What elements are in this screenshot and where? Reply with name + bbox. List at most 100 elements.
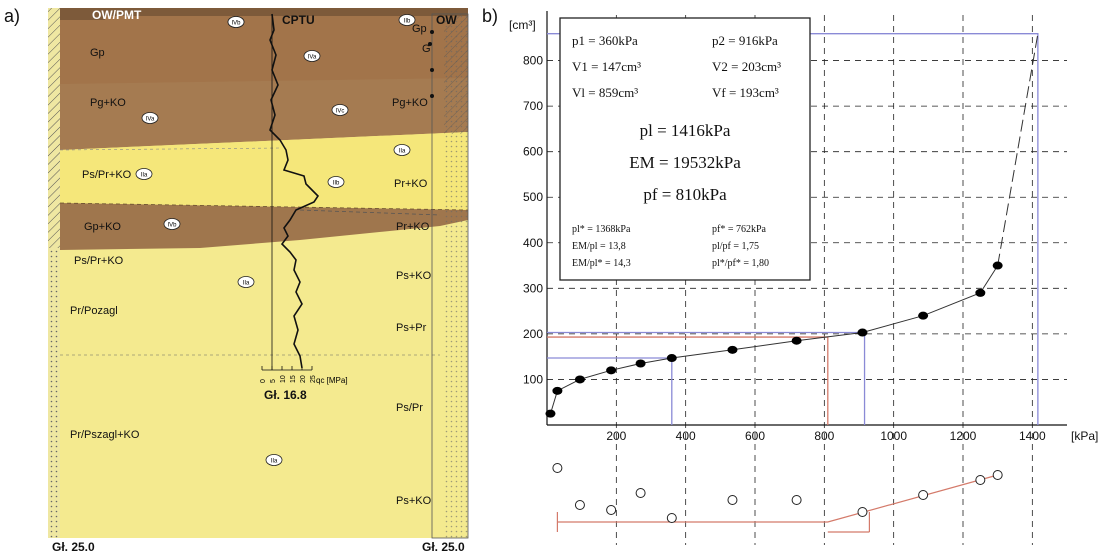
data-point [992,261,1003,270]
creep-data-point [727,495,738,505]
result-value: p1 = 360kPa [572,33,638,48]
y-tick-label: 200 [523,327,543,341]
derived-value: EM/pl = 13,8 [572,241,626,252]
creep-data-point [606,505,617,515]
cptu-scale: 0 5 10 15 20 25 qc [MPa] [260,366,348,385]
data-point [727,345,738,354]
bubble-shape [265,454,283,466]
data-point [574,375,585,384]
log-dot-marker [430,68,434,72]
right-layer-label: Ps/Pr [396,402,423,414]
derived-value: pl*/pf* = 1,80 [712,258,769,269]
right-layer-label: Ps+KO [396,495,432,507]
creep-data-point [574,500,585,510]
bubble-text: IVb [231,21,241,27]
derived-value: EM/pl* = 14,3 [572,258,631,269]
cptu-depth-label: Gł. 16.8 [264,388,307,402]
x-tick-label: 600 [745,429,765,443]
soil-class-bubble: IVc [331,104,349,116]
bottom-left-depth: Gł. 25.0 [52,540,95,554]
header-bg [60,8,105,20]
log-dot-marker [430,30,434,34]
pressuremeter-curve-chart: 200 400 600 800 1000 1200 1400 100 200 300 400 500 6… [509,11,1098,545]
bubble-shape [163,218,181,230]
creep-data-point [666,513,677,523]
result-value: p2 = 916kPa [712,33,778,48]
bubble-text: IVa [308,55,317,61]
x-tick-label: 1000 [880,429,907,443]
bottom-right-depth: Gł. 25.0 [422,540,465,554]
bubble-text: IIa [243,281,250,287]
right-layer-label: Pg+KO [392,97,428,109]
left-log-hatch [48,8,60,248]
y-tick-label: 800 [523,54,543,68]
creep-fit-line [557,474,998,523]
derived-value: pl/pf = 1,75 [712,241,759,252]
result-value: Vl = 859cm³ [572,85,638,100]
x-tick-label: 1400 [1019,429,1046,443]
panel-a-label: a) [4,6,20,26]
derived-value: pf* = 762kPa [712,224,767,235]
bubble-shape [135,168,153,180]
data-point [666,354,677,363]
y-tick-label: 100 [523,372,543,386]
data-point [552,386,563,395]
creep-scatter-chart [552,463,1003,533]
soil-class-bubble: IVa [303,50,321,62]
header-owpmt: OW/PMT [92,8,142,22]
data-point [635,359,646,368]
soil-class-bubble: IIb [327,176,345,188]
soil-class-bubble: IVa [141,112,159,124]
creep-data-point [552,463,563,473]
boundary-line [299,209,441,216]
left-layer-labels: Gp Pg+KO Ps/Pr+KO Gp+KO Ps/Pr+KO Pr/Pozagl Pr/… [70,47,140,441]
left-layer-label: Ps/Pr+KO [74,255,124,267]
right-layer-label: Ps+Pr [396,322,427,334]
right-layer-label: Pr+KO [396,221,430,233]
extrapolation-line [997,33,1039,266]
soil-class-bubble: IIa [135,168,153,180]
bubble-shape [398,14,416,26]
brown-gp-band [60,8,468,84]
left-layer-label: Pg+KO [90,97,126,109]
data-point [791,336,802,345]
right-layer-label: Pr+KO [394,178,428,190]
y-axis-label: [cm³] [509,18,536,32]
bubble-shape [227,16,245,28]
bubble-shape [327,176,345,188]
cptu-scale-label: 25 [310,375,317,383]
left-layer-label: Ps/Pr+KO [82,169,132,181]
data-point [857,328,868,337]
soil-class-bubbles: IVbIVaIVaIVbIVcIIaIIaIIbIVbIIaIIbIIa [135,14,416,466]
y-tick-label: 700 [523,99,543,113]
soil-class-bubble: IIa [393,144,411,156]
left-layer-label: Pr/Pozagl [70,305,118,317]
derived-value: pl* = 1368kPa [572,224,631,235]
cptu-scale-label: 0 [260,379,267,383]
header-ow: OW [436,13,457,27]
soil-class-bubble: IIb [398,14,416,26]
y-tick-label: 300 [523,281,543,295]
soil-class-bubble: IIa [237,276,255,288]
data-point [918,311,929,320]
left-log-dots [48,250,60,538]
cptu-scale-label: 5 [270,379,277,383]
bubble-shape [303,50,321,62]
creep-data-point [975,475,986,485]
x-tick-label: 200 [606,429,626,443]
creep-data-point [635,488,646,498]
bubble-shape [237,276,255,288]
yellow-lens-layer [60,132,468,210]
bubble-text: IVb [167,223,177,229]
bubble-text: IIa [399,149,406,155]
pressure-volume-curve [550,265,999,414]
bubble-text: IIb [404,19,411,25]
data-point [975,288,986,297]
result-value: Vf = 193cm³ [712,85,779,100]
results-box-frame [559,17,811,281]
cptu-profile-line [269,13,320,369]
panel-b-label: b) [482,6,498,26]
bubble-shape [141,112,159,124]
x-tick-label: 400 [676,429,696,443]
